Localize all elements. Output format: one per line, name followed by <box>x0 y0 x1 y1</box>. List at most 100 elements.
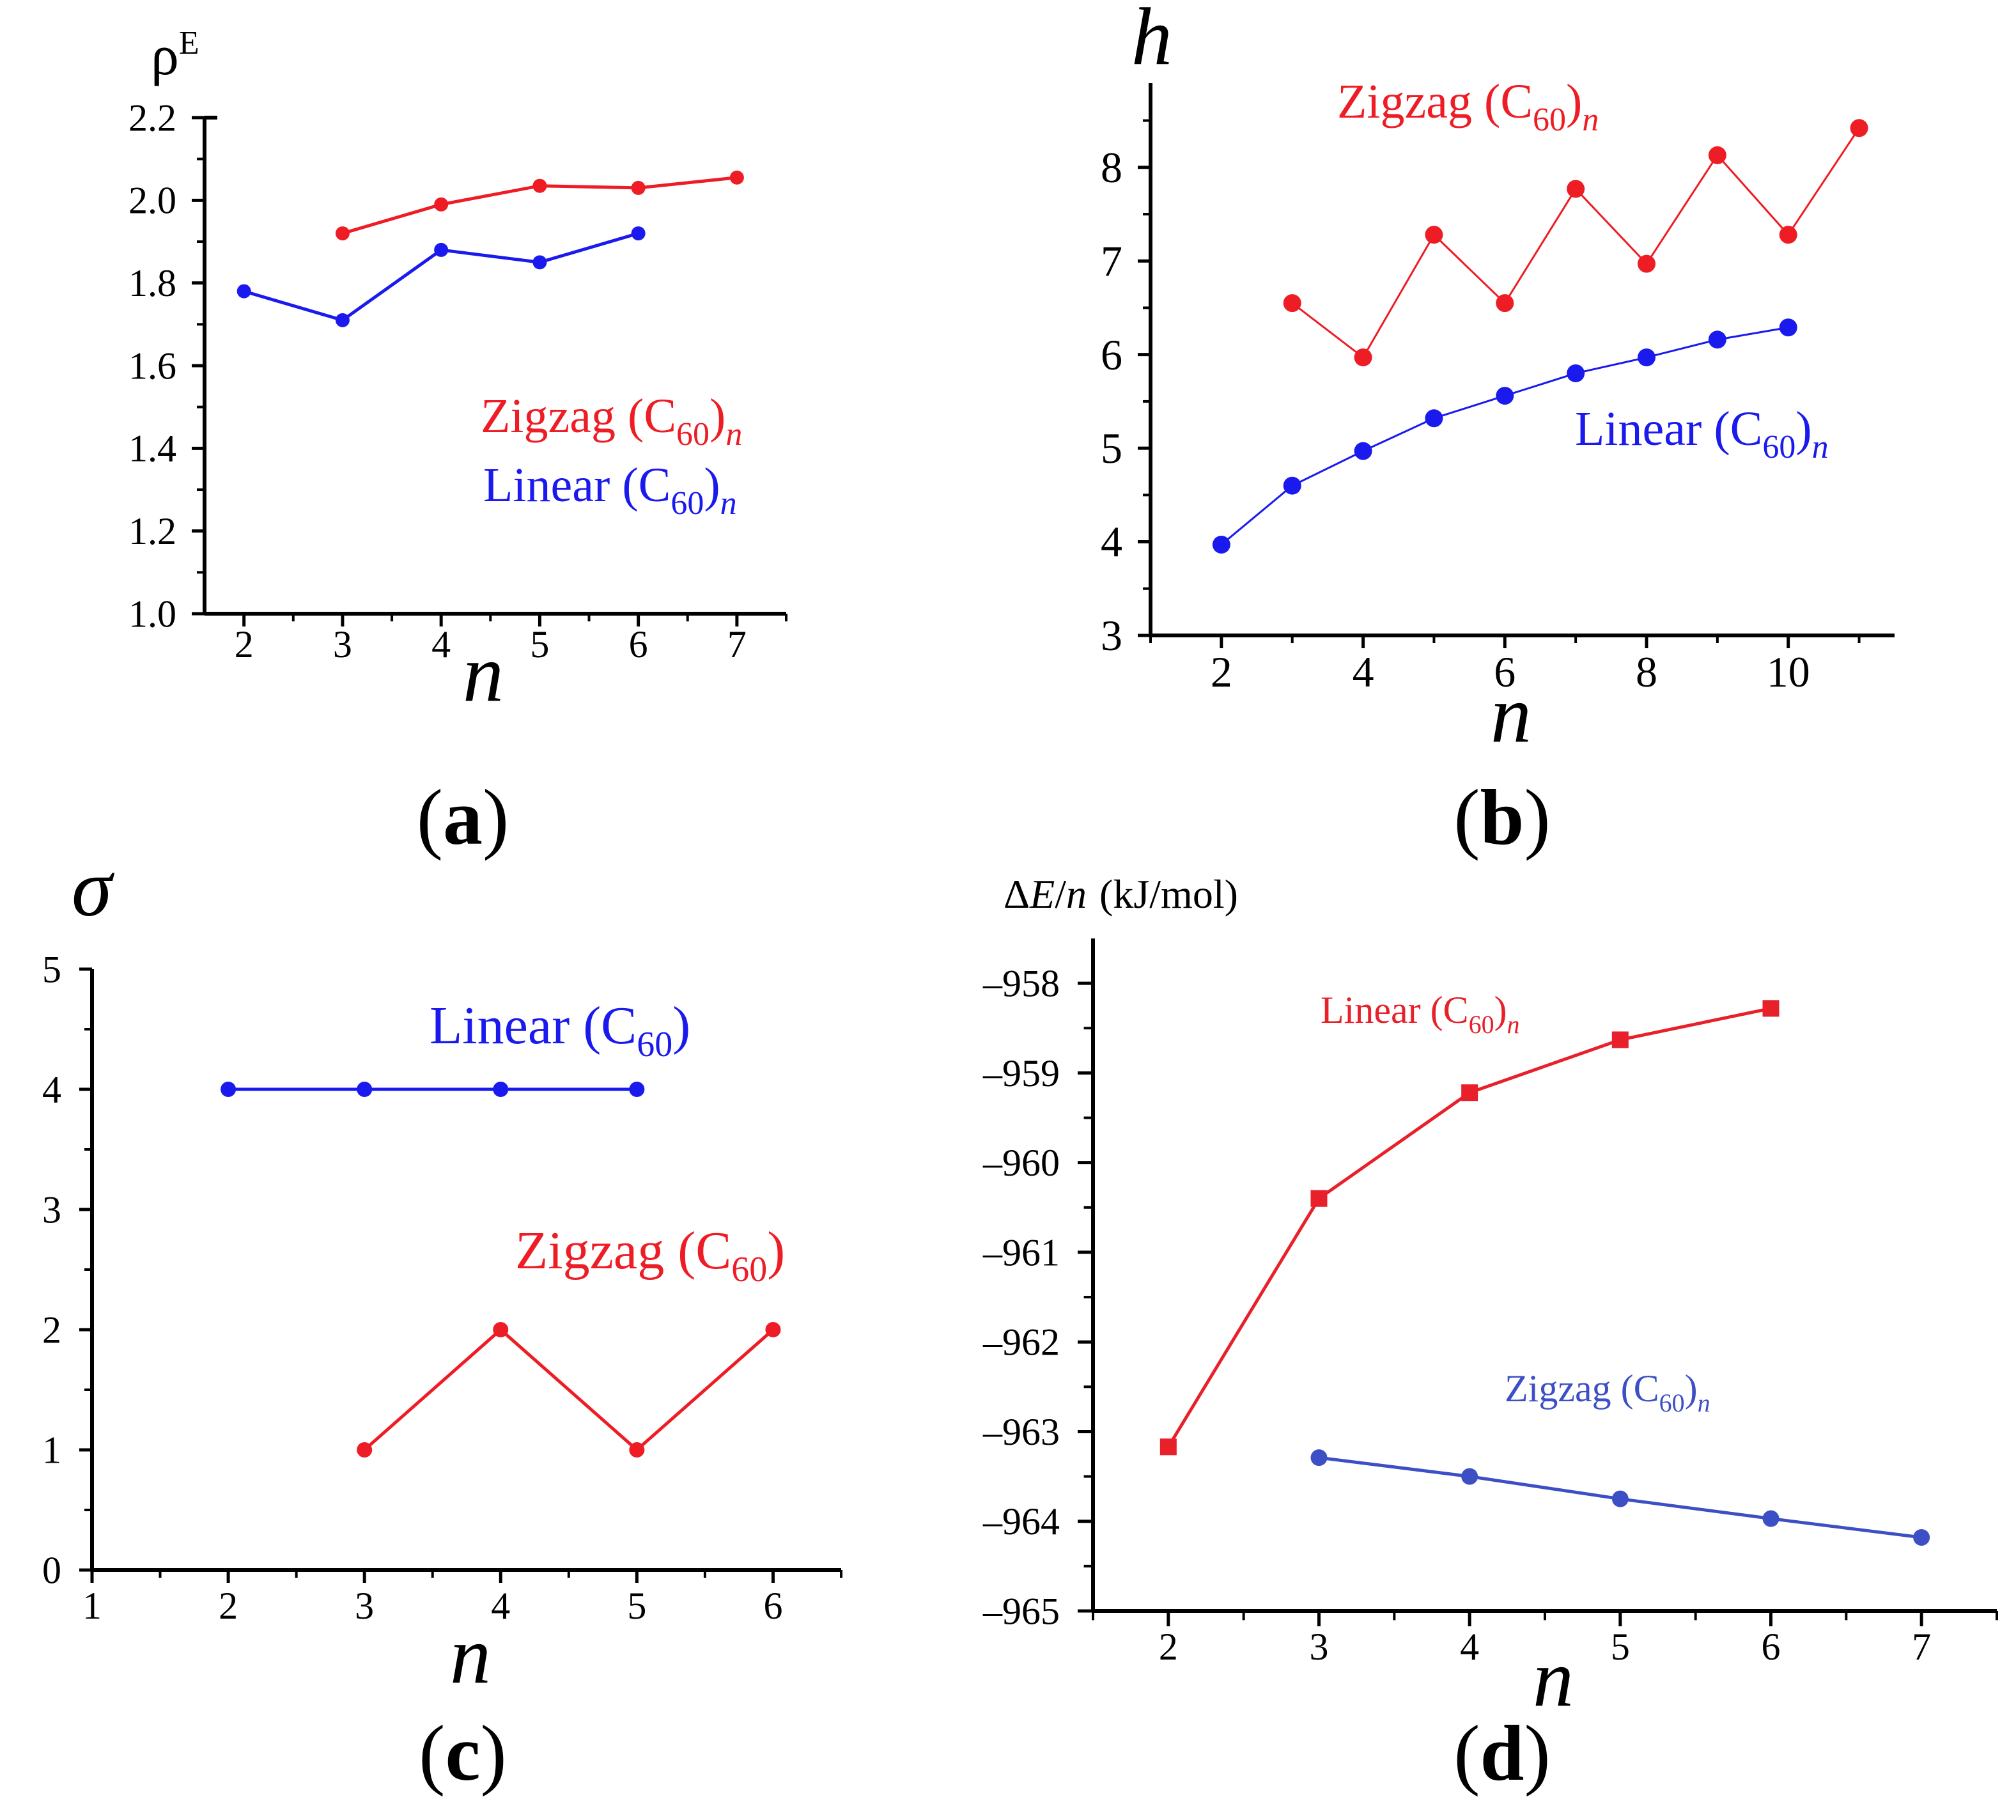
y-tick-label: –961 <box>982 1231 1060 1273</box>
data-point-zigzag <box>1283 294 1301 313</box>
data-point-zigzag <box>1611 1490 1629 1507</box>
x-tick-label: 4 <box>431 623 451 665</box>
y-tick-label: –960 <box>982 1142 1060 1184</box>
data-point-zigzag <box>1708 146 1726 164</box>
data-point-linear <box>221 1082 236 1097</box>
x-tick-label: 6 <box>629 623 648 665</box>
y-tick-label: 6 <box>1101 331 1122 379</box>
data-point-zigzag <box>1762 1510 1780 1527</box>
y-tick-label: 3 <box>1101 611 1122 660</box>
x-tick-label: 3 <box>355 1585 374 1627</box>
data-point-linear <box>1567 364 1585 382</box>
data-point-zigzag <box>1461 1468 1478 1485</box>
x-tick-label: 4 <box>1353 648 1374 696</box>
series-a <box>236 170 744 327</box>
x-tick-label: 2 <box>235 623 254 665</box>
ticks-a: 2 3 4 5 6 7 1.0 1.2 1.4 1.6 1.8 2.0 2.2 <box>128 97 787 665</box>
legend-zigzag-c: Zigzag (C60) <box>515 1221 785 1289</box>
data-point-zigzag <box>493 1322 509 1337</box>
data-point-linear <box>1283 476 1301 495</box>
series-line-linear <box>1167 1006 1772 1448</box>
series-c <box>221 1082 781 1458</box>
x-tick-label: 5 <box>627 1585 646 1627</box>
data-point-zigzag <box>1496 294 1514 313</box>
data-point-linear <box>434 242 449 257</box>
x-tick-label: 2 <box>1159 1626 1178 1668</box>
data-point-zigzag <box>629 1442 645 1458</box>
x-tick-label: 2 <box>219 1585 238 1627</box>
y-tick-label: 1.6 <box>128 345 176 387</box>
data-point-zigzag <box>1850 119 1868 137</box>
legend-zigzag-a: Zigzag (C60)n <box>481 389 742 453</box>
y-tick-label: 7 <box>1101 237 1122 285</box>
data-point-zigzag <box>532 178 547 193</box>
data-point-zigzag <box>357 1442 373 1458</box>
y-tick-label: –965 <box>982 1590 1060 1632</box>
data-point-linear <box>335 313 350 327</box>
data-point-linear <box>1496 387 1514 405</box>
data-point-zigzag <box>434 197 449 212</box>
y-tick-label: 1.8 <box>128 262 176 304</box>
y-axis-title-d: ΔE/n (kJ/mol) <box>1004 871 1238 917</box>
y-tick-label: 3 <box>42 1188 61 1231</box>
data-point-linear <box>1354 442 1372 460</box>
data-point-linear <box>1762 1000 1780 1017</box>
data-point-zigzag <box>729 170 744 185</box>
y-tick-label: –963 <box>982 1411 1060 1453</box>
y-axis-title-c: σ <box>72 843 115 933</box>
x-tick-label: 3 <box>1310 1626 1329 1668</box>
data-point-zigzag <box>1567 180 1585 198</box>
legend-zigzag-d: Zigzag (C60)n <box>1505 1367 1710 1417</box>
x-axis-title-c: n <box>450 1610 491 1700</box>
x-tick-label: 6 <box>1762 1626 1781 1668</box>
caption-a: (a) <box>417 774 509 861</box>
y-tick-label: 2.0 <box>128 180 176 222</box>
y-tick-label: 1.4 <box>128 428 176 470</box>
x-tick-label: 3 <box>333 623 352 665</box>
data-point-linear <box>493 1082 509 1097</box>
series-line-zigzag <box>363 1327 775 1452</box>
data-point-linear <box>1310 1190 1328 1207</box>
data-point-linear <box>1212 535 1230 554</box>
data-point-linear <box>1638 348 1655 367</box>
x-tick-label: 4 <box>1460 1626 1479 1668</box>
data-point-linear <box>532 255 547 270</box>
y-tick-label: 4 <box>1101 518 1122 566</box>
data-point-linear <box>1611 1031 1629 1048</box>
y-tick-label: 4 <box>42 1068 61 1110</box>
y-tick-label: –958 <box>982 963 1060 1005</box>
y-tick-label: 1.0 <box>128 593 176 635</box>
data-point-linear <box>1708 331 1726 349</box>
x-tick-label: 4 <box>491 1585 510 1627</box>
data-point-zigzag <box>631 180 646 195</box>
data-point-linear <box>1779 318 1797 337</box>
data-point-zigzag <box>1638 254 1655 273</box>
data-point-zigzag <box>1425 226 1443 244</box>
x-axis-title-d: n <box>1533 1633 1574 1723</box>
x-tick-label: 5 <box>1611 1626 1630 1668</box>
y-tick-label: 0 <box>42 1549 61 1591</box>
data-point-linear <box>1461 1084 1478 1101</box>
x-tick-label: 7 <box>1912 1626 1931 1668</box>
x-tick-label: 8 <box>1636 648 1657 696</box>
data-point-linear <box>1159 1438 1177 1456</box>
data-point-linear <box>631 226 646 241</box>
y-tick-label: –964 <box>982 1500 1060 1543</box>
legend-linear-d: Linear (C60)n <box>1321 989 1520 1039</box>
legend-linear-a: Linear (C60)n <box>483 458 737 522</box>
data-point-zigzag <box>1310 1449 1328 1466</box>
y-tick-label: 1 <box>42 1429 61 1471</box>
x-tick-label: 1 <box>82 1585 102 1627</box>
x-tick-label: 2 <box>1211 648 1232 696</box>
ticks-d: 2 3 4 5 6 7 –965 –964 –963 –962 –961 –960 –959 –958 <box>982 963 1998 1668</box>
x-tick-label: 10 <box>1767 648 1810 696</box>
x-tick-label: 7 <box>727 623 747 665</box>
data-point-zigzag <box>1779 226 1797 244</box>
data-point-zigzag <box>1913 1528 1930 1546</box>
series-d <box>1159 1000 1930 1546</box>
y-tick-label: 5 <box>42 948 61 990</box>
